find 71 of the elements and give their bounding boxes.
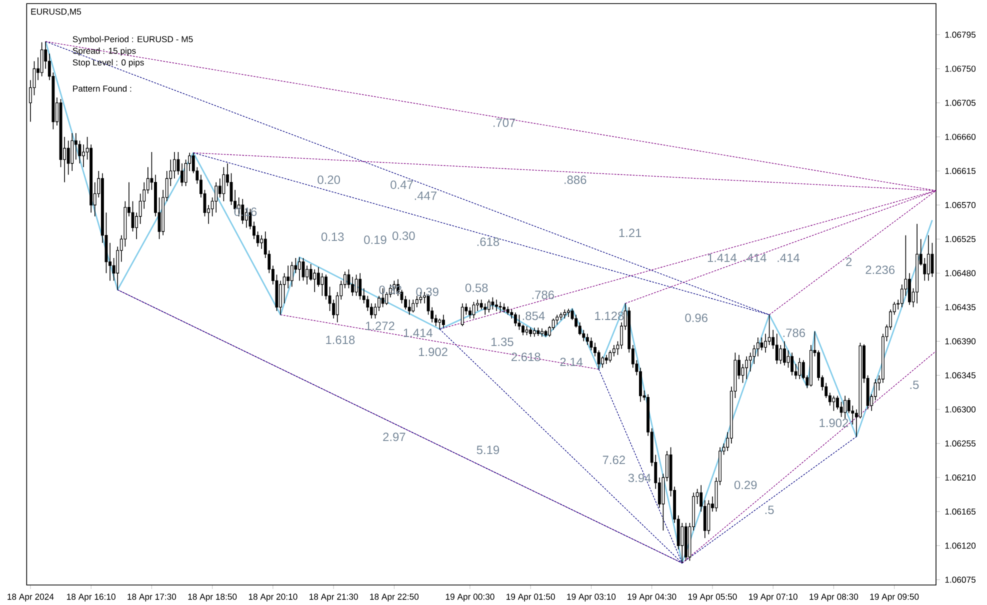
annotation: .618 (477, 238, 500, 246)
x-tick-label: 18 Apr 2024 (8, 594, 54, 602)
annotation: .854 (522, 312, 545, 320)
y-tick-label: 1.06750 (945, 66, 976, 72)
annotation: 0.47 (390, 180, 413, 190)
annotation: Stop Level : 0 pips (72, 59, 144, 68)
y-tick-label: 1.06525 (945, 236, 976, 242)
annotation: 1.902 (418, 348, 448, 356)
y-tick-label: 1.06255 (945, 440, 976, 447)
annotation: .786 (783, 328, 806, 338)
annotation: 0.30 (392, 232, 415, 240)
y-tick-label: 1.06660 (945, 134, 976, 140)
annotation: .886 (564, 176, 586, 184)
annotation: 0.39 (416, 288, 438, 296)
annotation: 0.13 (321, 232, 344, 242)
y-tick-label: 1.06435 (945, 304, 976, 310)
x-tick-label: 19 Apr 08:30 (810, 594, 858, 602)
annotation: 2.236 (866, 266, 895, 274)
y-tick-label: 1.06480 (945, 270, 976, 276)
annotation: 0.19 (364, 236, 386, 244)
annotation: 2.97 (383, 432, 406, 442)
annotation: .5 (910, 380, 919, 390)
annotation: Spread : 15 pips (72, 48, 136, 56)
annotation: .447 (414, 192, 436, 200)
chart-title: EURUSD,M5 (31, 8, 82, 16)
annotation: 1.35 (491, 338, 514, 346)
x-tick-label: 18 Apr 22:50 (370, 594, 419, 602)
annotation: 1.21 (619, 228, 642, 237)
y-tick-label: 1.06300 (945, 406, 976, 412)
x-tick-label: 19 Apr 05:50 (688, 594, 737, 602)
annotation: .707 (494, 118, 516, 127)
x-tick-label: 19 Apr 00:30 (446, 594, 494, 602)
x-tick-label: 19 Apr 04:30 (628, 594, 676, 602)
annotation: 1.272 (366, 322, 394, 330)
annotation: 3.94 (628, 474, 651, 482)
y-tick-label: 1.06120 (945, 542, 976, 549)
annotation: .786 (532, 290, 554, 300)
y-tick-label: 1.06570 (945, 202, 976, 208)
x-tick-label: 19 Apr 01:50 (506, 594, 555, 602)
annotation: 5.19 (476, 446, 500, 454)
y-tick-label: 1.06345 (945, 372, 976, 378)
annotation: .414 (778, 254, 800, 262)
y-tick-label: 1.06210 (945, 474, 976, 481)
y-tick-label: 1.06390 (945, 338, 976, 344)
x-tick-label: 19 Apr 03:10 (567, 594, 616, 602)
annotation: 0.20 (318, 176, 340, 184)
annotation: Pattern Found : (73, 85, 132, 92)
x-tick-label: 18 Apr 18:50 (188, 594, 237, 602)
annotation: 0.29 (734, 480, 757, 490)
y-tick-label: 1.06165 (945, 508, 976, 515)
annotation: 0.58 (465, 284, 488, 292)
x-tick-label: 19 Apr 09:50 (870, 594, 919, 602)
annotation: 1.414 (708, 254, 737, 262)
x-tick-label: 18 Apr 16:10 (67, 594, 116, 602)
x-tick-label: 18 Apr 20:10 (248, 594, 298, 602)
annotation: 1.618 (326, 336, 355, 344)
y-tick-label: 1.06705 (945, 100, 976, 106)
annotation: Symbol-Period : EURUSD - M5 (72, 36, 193, 44)
y-tick-label: 1.06795 (945, 32, 976, 38)
annotation: 0.96 (685, 314, 708, 322)
x-tick-label: 19 Apr 07:10 (749, 594, 798, 602)
annotation: 1.414 (404, 328, 432, 337)
y-tick-label: 1.06615 (945, 168, 976, 174)
annotation: 2.14 (560, 358, 583, 366)
y-tick-label: 1.06075 (945, 576, 976, 583)
annotation: 7.62 (602, 456, 625, 464)
annotation: 2 (846, 258, 852, 266)
annotation: .5 (765, 506, 774, 514)
x-tick-label: 18 Apr 21:30 (310, 594, 358, 602)
x-tick-label: 18 Apr 17:30 (128, 594, 176, 602)
annotation: 1.902 (820, 418, 848, 428)
